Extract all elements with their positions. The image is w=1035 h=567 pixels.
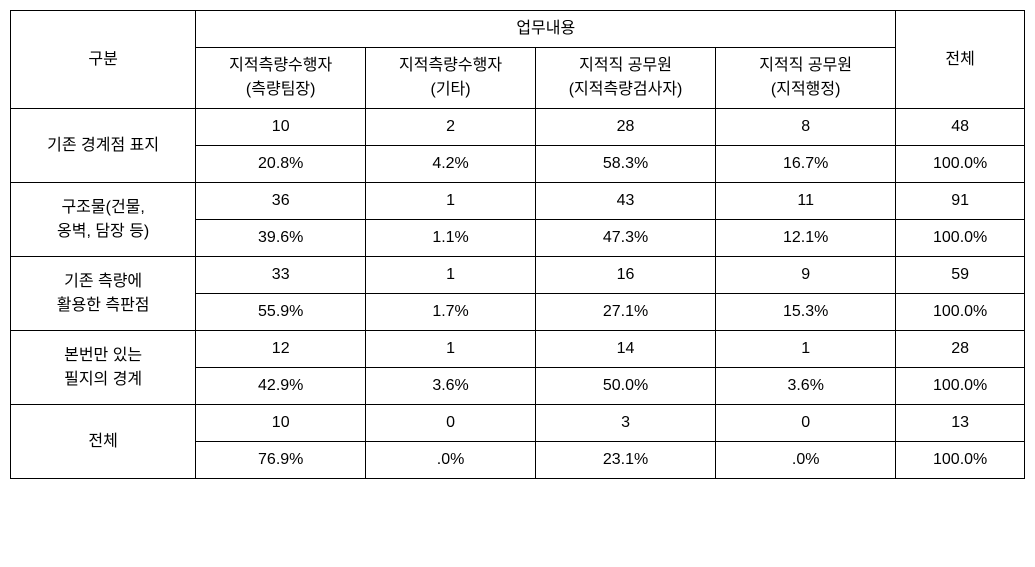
- cell-count: 33: [196, 257, 366, 294]
- cell-count: 28: [535, 109, 715, 146]
- header-row-1: 구분 업무내용 전체: [11, 11, 1025, 48]
- cell-pct: .0%: [366, 442, 536, 479]
- cell-pct: 27.1%: [535, 294, 715, 331]
- cell-pct-total: 100.0%: [896, 146, 1025, 183]
- cell-count: 1: [366, 257, 536, 294]
- cell-pct: 58.3%: [535, 146, 715, 183]
- cell-pct-total: 100.0%: [896, 442, 1025, 479]
- cell-pct: 55.9%: [196, 294, 366, 331]
- row-label: 본번만 있는 필지의 경계: [11, 331, 196, 405]
- cell-count: 10: [196, 405, 366, 442]
- cell-pct: 1.7%: [366, 294, 536, 331]
- cell-pct: 12.1%: [716, 220, 896, 257]
- cell-count: 3: [535, 405, 715, 442]
- row-label: 기존 경계점 표지: [11, 109, 196, 183]
- cell-count: 43: [535, 183, 715, 220]
- cell-pct: 23.1%: [535, 442, 715, 479]
- header-category: 구분: [11, 11, 196, 109]
- header-group: 업무내용: [196, 11, 896, 48]
- cell-count: 36: [196, 183, 366, 220]
- cell-pct: 50.0%: [535, 368, 715, 405]
- cell-count: 16: [535, 257, 715, 294]
- table-row: 본번만 있는 필지의 경계 12 1 14 1 28: [11, 331, 1025, 368]
- cell-pct: 4.2%: [366, 146, 536, 183]
- cell-pct: 47.3%: [535, 220, 715, 257]
- cell-count: 1: [716, 331, 896, 368]
- table-row: 구조물(건물, 옹벽, 담장 등) 36 1 43 11 91: [11, 183, 1025, 220]
- cell-pct-total: 100.0%: [896, 294, 1025, 331]
- cell-pct: 1.1%: [366, 220, 536, 257]
- cell-count: 11: [716, 183, 896, 220]
- cell-count: 8: [716, 109, 896, 146]
- cell-pct: 20.8%: [196, 146, 366, 183]
- table-row: 전체 10 0 3 0 13: [11, 405, 1025, 442]
- cell-count-total: 13: [896, 405, 1025, 442]
- cell-count: 12: [196, 331, 366, 368]
- cell-pct: 15.3%: [716, 294, 896, 331]
- cell-count-total: 59: [896, 257, 1025, 294]
- cell-count-total: 91: [896, 183, 1025, 220]
- cell-count: 9: [716, 257, 896, 294]
- cell-pct: 16.7%: [716, 146, 896, 183]
- cell-count-total: 28: [896, 331, 1025, 368]
- table-row: 기존 측량에 활용한 측판점 33 1 16 9 59: [11, 257, 1025, 294]
- table-row: 기존 경계점 표지 10 2 28 8 48: [11, 109, 1025, 146]
- cell-pct: .0%: [716, 442, 896, 479]
- header-total: 전체: [896, 11, 1025, 109]
- header-col-2: 지적직 공무원 (지적측량검사자): [535, 48, 715, 109]
- cell-count: 1: [366, 183, 536, 220]
- cell-pct: 3.6%: [366, 368, 536, 405]
- cell-pct: 3.6%: [716, 368, 896, 405]
- data-table: 구분 업무내용 전체 지적측량수행자 (측량팀장) 지적측량수행자 (기타) 지…: [10, 10, 1025, 479]
- cell-count: 10: [196, 109, 366, 146]
- row-label: 전체: [11, 405, 196, 479]
- row-label: 기존 측량에 활용한 측판점: [11, 257, 196, 331]
- row-label: 구조물(건물, 옹벽, 담장 등): [11, 183, 196, 257]
- cell-pct: 39.6%: [196, 220, 366, 257]
- cell-count-total: 48: [896, 109, 1025, 146]
- cell-pct: 76.9%: [196, 442, 366, 479]
- cell-count: 14: [535, 331, 715, 368]
- cell-pct-total: 100.0%: [896, 220, 1025, 257]
- cell-pct-total: 100.0%: [896, 368, 1025, 405]
- cell-count: 2: [366, 109, 536, 146]
- cell-pct: 42.9%: [196, 368, 366, 405]
- cell-count: 1: [366, 331, 536, 368]
- header-col-0: 지적측량수행자 (측량팀장): [196, 48, 366, 109]
- table-body: 기존 경계점 표지 10 2 28 8 48 20.8% 4.2% 58.3% …: [11, 109, 1025, 479]
- cell-count: 0: [366, 405, 536, 442]
- cell-count: 0: [716, 405, 896, 442]
- header-col-3: 지적직 공무원 (지적행정): [716, 48, 896, 109]
- header-col-1: 지적측량수행자 (기타): [366, 48, 536, 109]
